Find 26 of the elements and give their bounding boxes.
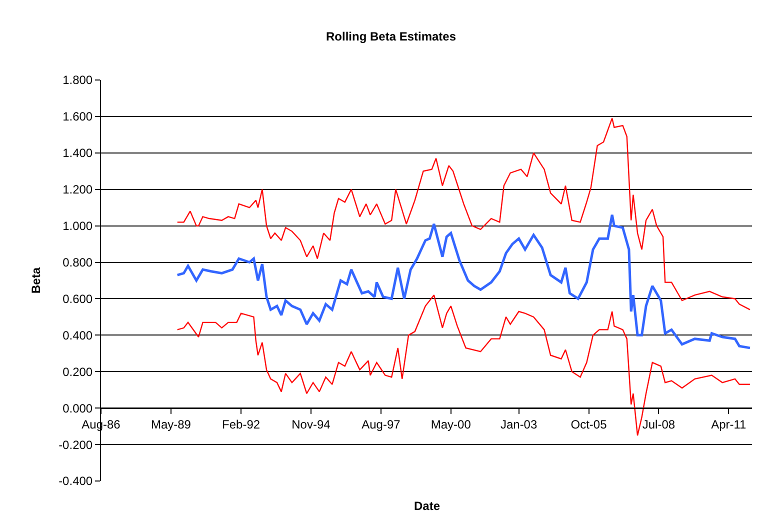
x-tick-label: Jul-08 xyxy=(642,417,676,432)
x-axis-title: Date xyxy=(414,499,440,513)
y-axis-title: Beta xyxy=(28,267,43,294)
x-tick-label: Nov-94 xyxy=(292,417,331,432)
y-tick-label: 0.000 xyxy=(62,401,93,416)
x-tick-label: May-89 xyxy=(150,417,192,432)
x-tick-label: Apr-11 xyxy=(711,417,747,432)
x-tick-label: Aug-97 xyxy=(362,417,401,432)
line-series xyxy=(176,118,751,310)
y-tick-label: 1.400 xyxy=(62,146,93,160)
x-tick-label: Feb-92 xyxy=(222,417,260,432)
y-tick-label: -0.400 xyxy=(58,474,93,488)
y-tick-label: 0.400 xyxy=(62,328,93,342)
y-tick-label: 0.800 xyxy=(62,255,93,270)
x-tick-label: Jan-03 xyxy=(500,417,538,432)
line-series xyxy=(176,214,752,350)
y-tick-label: 0.200 xyxy=(62,364,93,379)
y-tick-label: 1.200 xyxy=(62,182,93,197)
y-tick-label: 1.600 xyxy=(62,110,93,124)
y-tick-label: 1.800 xyxy=(62,73,93,88)
chart-title: Rolling Beta Estimates xyxy=(326,29,456,44)
y-tick-label: 0.600 xyxy=(62,292,93,306)
y-tick-label: 1.000 xyxy=(62,219,93,234)
x-tick-label: Oct-05 xyxy=(570,417,608,432)
y-tick-label: -0.200 xyxy=(58,438,93,452)
x-tick-label: May-00 xyxy=(430,417,472,432)
